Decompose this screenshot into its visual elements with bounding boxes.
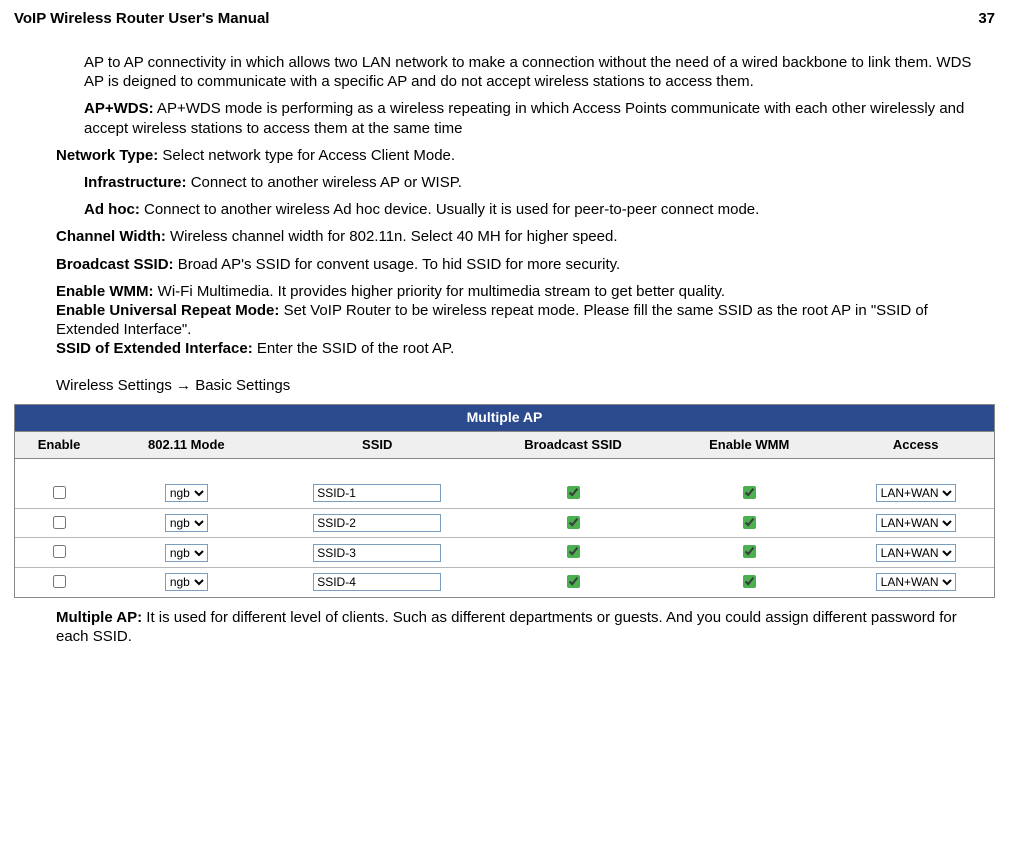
infra-para: Infrastructure: Connect to another wirel… xyxy=(84,173,991,192)
table-row: ngb LAN+WAN xyxy=(15,568,994,597)
ssid-input[interactable] xyxy=(313,573,441,591)
ssid-input[interactable] xyxy=(313,514,441,532)
wmm-text: Wi-Fi Multimedia. It provides higher pri… xyxy=(154,283,726,300)
table-row: ngb LAN+WAN xyxy=(15,508,994,538)
access-select[interactable]: LAN+WAN xyxy=(876,484,956,502)
bssid-para: Broadcast SSID: Broad AP's SSID for conv… xyxy=(56,255,991,274)
col-enable: Enable xyxy=(15,431,103,459)
sei-para: SSID of Extended Interface: Enter the SS… xyxy=(56,339,991,358)
col-ssid: SSID xyxy=(270,431,485,459)
broadcast-ssid-checkbox[interactable] xyxy=(567,545,580,558)
wmm-checkbox[interactable] xyxy=(743,516,756,529)
page-number: 37 xyxy=(978,10,995,27)
multiple-ap-panel: Multiple AP Enable 802.11 Mode SSID Broa… xyxy=(14,404,995,598)
wmm-checkbox[interactable] xyxy=(743,575,756,588)
broadcast-ssid-checkbox[interactable] xyxy=(567,516,580,529)
bssid-label: Broadcast SSID: xyxy=(56,256,174,273)
access-select[interactable]: LAN+WAN xyxy=(876,573,956,591)
adhoc-label: Ad hoc: xyxy=(84,201,140,218)
chw-para: Channel Width: Wireless channel width fo… xyxy=(56,227,991,246)
chw-label: Channel Width: xyxy=(56,228,166,245)
wmm-label: Enable WMM: xyxy=(56,283,154,300)
table-row: ngb LAN+WAN xyxy=(15,479,994,508)
sei-label: SSID of Extended Interface: xyxy=(56,340,253,357)
col-access: Access xyxy=(837,431,994,459)
infra-text: Connect to another wireless AP or WISP. xyxy=(187,174,462,191)
multiple-ap-table: Enable 802.11 Mode SSID Broadcast SSID E… xyxy=(15,431,994,597)
mode-select[interactable]: ngb xyxy=(165,573,208,591)
access-select[interactable]: LAN+WAN xyxy=(876,544,956,562)
ap2ap-text: AP to AP connectivity in which allows tw… xyxy=(84,53,991,91)
apwds-label: AP+WDS: xyxy=(84,100,154,117)
enable-checkbox[interactable] xyxy=(53,575,66,588)
mode-select[interactable]: ngb xyxy=(165,544,208,562)
nettype-text: Select network type for Access Client Mo… xyxy=(158,147,455,164)
chw-text: Wireless channel width for 802.11n. Sele… xyxy=(166,228,618,245)
wmm-checkbox[interactable] xyxy=(743,486,756,499)
enable-checkbox[interactable] xyxy=(53,545,66,558)
map-text: It is used for different level of client… xyxy=(56,609,957,645)
urm-label: Enable Universal Repeat Mode: xyxy=(56,302,279,319)
nettype-label: Network Type: xyxy=(56,147,158,164)
apwds-para: AP+WDS: AP+WDS mode is performing as a w… xyxy=(84,99,991,137)
bssid-text: Broad AP's SSID for convent usage. To hi… xyxy=(174,256,621,273)
wmm-para: Enable WMM: Wi-Fi Multimedia. It provide… xyxy=(56,282,991,301)
broadcast-ssid-checkbox[interactable] xyxy=(567,486,580,499)
col-mode: 802.11 Mode xyxy=(103,431,269,459)
mode-select[interactable]: ngb xyxy=(165,514,208,532)
map-label: Multiple AP: xyxy=(56,609,142,626)
adhoc-text: Connect to another wireless Ad hoc devic… xyxy=(140,201,760,218)
nettype-para: Network Type: Select network type for Ac… xyxy=(56,146,991,165)
sei-text: Enter the SSID of the root AP. xyxy=(253,340,455,357)
access-select[interactable]: LAN+WAN xyxy=(876,514,956,532)
ssid-input[interactable] xyxy=(313,484,441,502)
multiple-ap-title: Multiple AP xyxy=(15,405,994,431)
map-para: Multiple AP: It is used for different le… xyxy=(56,608,991,646)
enable-checkbox[interactable] xyxy=(53,516,66,529)
nav-breadcrumb: Wireless Settings → Basic Settings xyxy=(56,376,991,395)
broadcast-ssid-checkbox[interactable] xyxy=(567,575,580,588)
adhoc-para: Ad hoc: Connect to another wireless Ad h… xyxy=(84,200,991,219)
infra-label: Infrastructure: xyxy=(84,174,187,191)
wmm-checkbox[interactable] xyxy=(743,545,756,558)
col-bssid: Broadcast SSID xyxy=(485,431,661,459)
urm-para: Enable Universal Repeat Mode: Set VoIP R… xyxy=(56,301,991,339)
ssid-input[interactable] xyxy=(313,544,441,562)
apwds-text: AP+WDS mode is performing as a wireless … xyxy=(84,100,964,136)
col-wmm: Enable WMM xyxy=(661,431,837,459)
enable-checkbox[interactable] xyxy=(53,486,66,499)
doc-title: VoIP Wireless Router User's Manual xyxy=(14,10,269,27)
mode-select[interactable]: ngb xyxy=(165,484,208,502)
table-row: ngb LAN+WAN xyxy=(15,538,994,568)
